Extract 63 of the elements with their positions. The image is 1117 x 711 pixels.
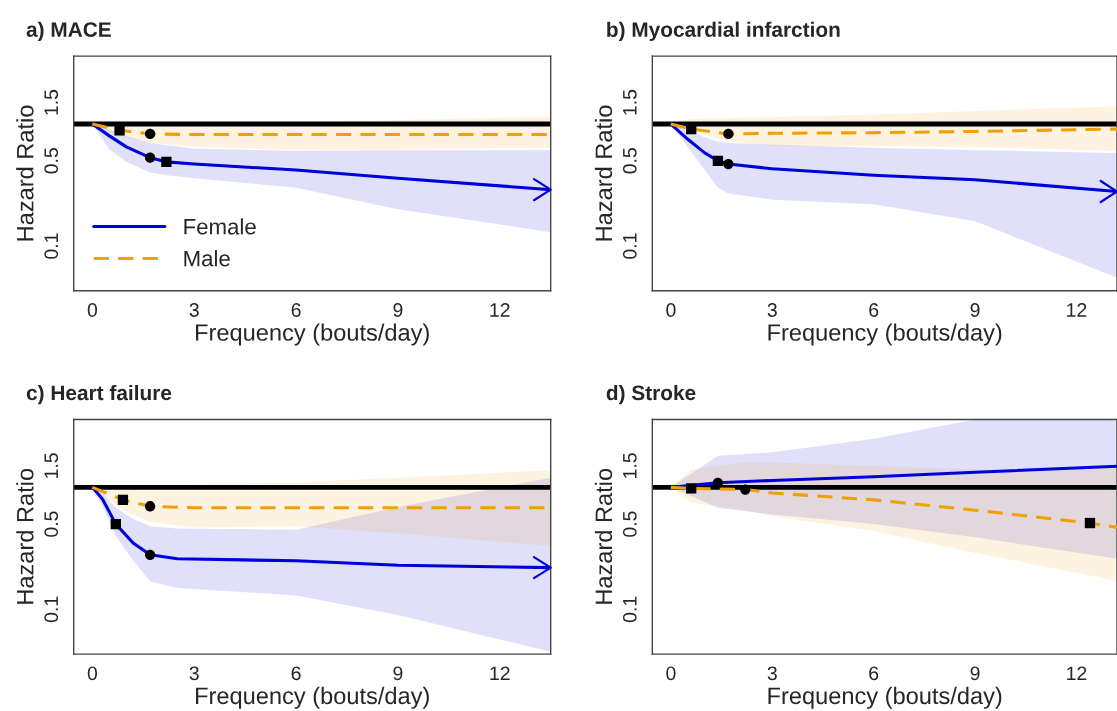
y-axis-title: Hazard Ratio [16, 105, 34, 241]
point [740, 484, 751, 495]
point [723, 158, 734, 170]
x-tick-label: 9 [393, 303, 403, 317]
point [712, 155, 724, 166]
x-tick-label: 0 [666, 303, 676, 317]
x-tick-label: 6 [869, 666, 879, 681]
legend-label: Female [184, 218, 256, 235]
x-tick-label: 6 [291, 666, 301, 681]
x-tick-label: 3 [189, 666, 199, 681]
x-axis-title: Frequency (bouts/day) [196, 323, 429, 346]
x-tick-label: 0 [87, 303, 98, 317]
y-tick-label: 0.1 [622, 596, 637, 623]
line-series [669, 464, 1117, 489]
x-tick-label: 12 [490, 666, 510, 681]
point [712, 477, 724, 488]
chart-title: d) Stroke [606, 384, 696, 405]
y-tick-label: 0.5 [44, 511, 59, 537]
y-tick-label: 0.5 [44, 148, 59, 174]
x-tick-label: 6 [291, 303, 301, 317]
chart-title: b) Myocardial infarction [607, 21, 840, 42]
y-axis-title: Hazard Ratio [594, 105, 613, 241]
x-axis-title: Frequency (bouts/day) [196, 686, 429, 709]
line-series [669, 485, 1117, 529]
point [117, 494, 129, 506]
point [1084, 517, 1096, 529]
x-axis-title: Frequency (bouts/day) [768, 686, 1002, 709]
y-tick-label: 0.1 [44, 596, 59, 623]
x-axis-title: Frequency (bouts/day) [768, 323, 1002, 346]
y-tick-label: 0.1 [44, 233, 59, 259]
chart-title: c) Heart failure [26, 384, 172, 405]
y-tick-label: 1.5 [44, 453, 59, 478]
point [144, 128, 156, 140]
point [161, 156, 172, 167]
point [144, 501, 156, 512]
y-tick-label: 0.5 [622, 148, 637, 174]
x-tick-label: 3 [767, 666, 777, 681]
x-tick-label: 3 [189, 303, 199, 317]
x-tick-label: 9 [393, 666, 403, 681]
legend-label: Male [184, 250, 230, 267]
y-tick-label: 1.5 [44, 89, 59, 115]
point [144, 549, 156, 560]
y-tick-label: 0.1 [622, 233, 637, 259]
y-tick-label: 1.5 [623, 89, 637, 115]
x-tick-label: 3 [767, 303, 777, 317]
point [686, 483, 697, 494]
x-tick-label: 0 [87, 666, 98, 681]
y-axis-title: Hazard Ratio [16, 468, 34, 604]
x-tick-label: 12 [490, 303, 510, 317]
x-tick-label: 6 [869, 303, 879, 317]
y-tick-label: 0.5 [622, 511, 637, 537]
point [723, 128, 734, 140]
x-tick-label: 9 [970, 666, 980, 681]
point [110, 518, 121, 530]
y-axis-title: Hazard Ratio [594, 468, 613, 604]
point [144, 152, 156, 163]
chart-title: a) MACE [26, 21, 111, 42]
x-tick-label: 12 [1067, 303, 1087, 317]
x-tick-label: 9 [970, 303, 980, 317]
x-tick-label: 0 [666, 666, 676, 681]
point [114, 125, 125, 136]
y-tick-label: 1.5 [623, 453, 637, 478]
x-tick-label: 12 [1067, 666, 1087, 681]
